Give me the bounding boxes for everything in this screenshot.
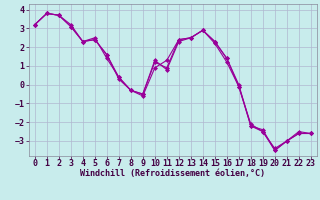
X-axis label: Windchill (Refroidissement éolien,°C): Windchill (Refroidissement éolien,°C) [80,169,265,178]
